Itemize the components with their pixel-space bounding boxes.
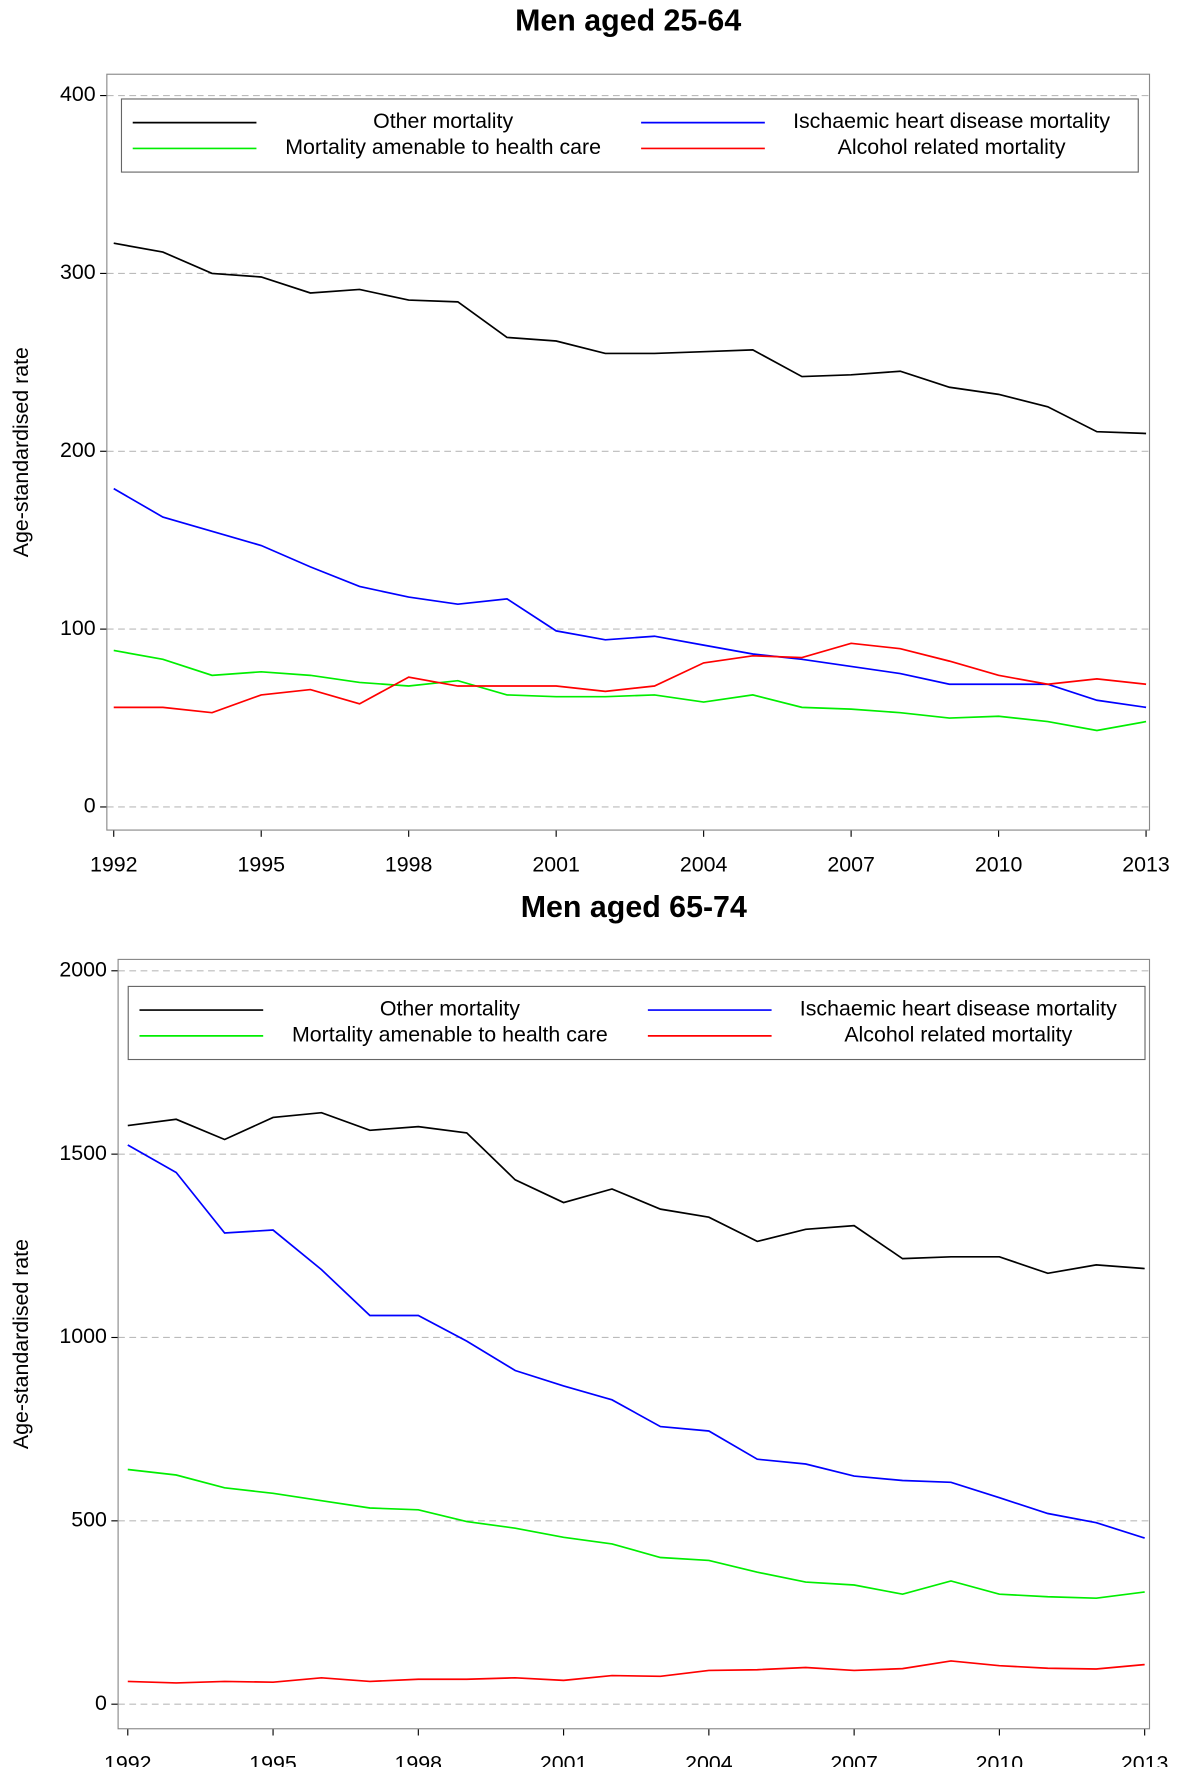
legend-label: Other mortality — [380, 997, 520, 1021]
chart-title: Men aged 65-74 — [521, 891, 747, 924]
x-tick-label: 1992 — [90, 853, 138, 877]
x-tick-label: 2013 — [1122, 853, 1170, 877]
x-tick-label: 2013 — [1121, 1751, 1169, 1767]
plot-frame — [106, 73, 1151, 831]
x-tick-label: 2007 — [830, 1751, 878, 1767]
series-line — [127, 1111, 1145, 1275]
x-tick-label: 1995 — [249, 1751, 297, 1767]
x-tick-label: 2001 — [540, 1751, 588, 1767]
y-tick-label: 2000 — [59, 957, 107, 981]
x-tick-label: 1995 — [237, 853, 285, 877]
y-tick-label: 0 — [84, 794, 96, 818]
y-tick-label: 100 — [60, 616, 96, 640]
x-tick-label: 1998 — [385, 853, 433, 877]
legend-label: Other mortality — [373, 109, 513, 133]
x-tick-label: 2001 — [532, 853, 580, 877]
x-tick-label: 1992 — [104, 1751, 152, 1767]
series-line — [113, 242, 1147, 435]
y-tick-label: 400 — [60, 82, 96, 106]
x-tick-label: 2010 — [976, 1751, 1024, 1767]
legend-label: Mortality amenable to health care — [285, 135, 601, 159]
legend-box — [120, 98, 1139, 173]
legend-label: Ischaemic heart disease mortality — [793, 109, 1110, 133]
plot-frame — [117, 958, 1151, 1730]
y-tick-label: 1000 — [59, 1324, 107, 1348]
y-tick-label: 200 — [60, 438, 96, 462]
x-tick-label: 1998 — [395, 1751, 443, 1767]
series-line — [127, 1468, 1145, 1600]
series-line — [127, 1144, 1145, 1539]
legend-label: Alcohol related mortality — [844, 1023, 1072, 1047]
legend-box — [127, 985, 1146, 1061]
x-tick-label: 2004 — [680, 853, 728, 877]
legend-label: Alcohol related mortality — [838, 135, 1066, 159]
y-tick-label: 500 — [71, 1507, 107, 1531]
chart-title: Men aged 25-64 — [515, 5, 741, 38]
y-axis-label: Age-standardised rate — [9, 347, 33, 557]
legend-label: Ischaemic heart disease mortality — [800, 997, 1117, 1021]
x-tick-label: 2007 — [827, 853, 875, 877]
x-tick-label: 2004 — [685, 1751, 733, 1767]
x-tick-label: 2010 — [975, 853, 1023, 877]
series-line — [127, 1660, 1145, 1684]
legend-label: Mortality amenable to health care — [292, 1023, 608, 1047]
series-line — [113, 642, 1147, 714]
series-line — [113, 487, 1147, 709]
y-tick-label: 1500 — [59, 1141, 107, 1165]
series-line — [113, 649, 1147, 732]
y-axis-label: Age-standardised rate — [9, 1239, 33, 1449]
y-tick-label: 0 — [95, 1691, 107, 1715]
y-tick-label: 300 — [60, 260, 96, 284]
